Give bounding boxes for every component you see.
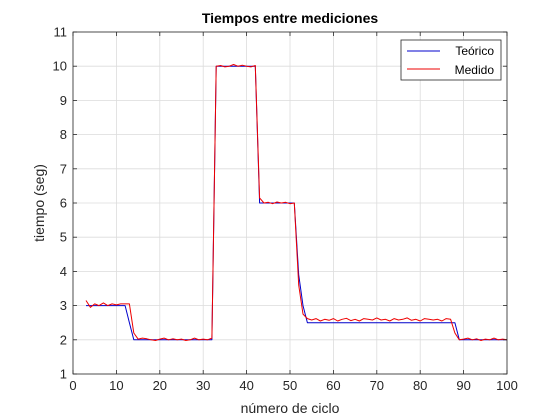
y-axis-label: tiempo (seg) (31, 164, 47, 242)
x-tick-label: 50 (283, 378, 297, 393)
y-tick-label: 3 (60, 298, 67, 313)
y-tick-label: 7 (60, 161, 67, 176)
x-tick-label: 10 (109, 378, 123, 393)
x-tick-label: 90 (456, 378, 470, 393)
y-tick-label: 4 (60, 264, 67, 279)
x-tick-label: 0 (69, 378, 76, 393)
x-tick-label: 80 (413, 378, 427, 393)
x-tick-label: 60 (326, 378, 340, 393)
y-tick-label: 2 (60, 332, 67, 347)
legend-label-teorico: Teórico (455, 44, 494, 58)
y-tick-label: 6 (60, 196, 67, 211)
ticks (72, 31, 508, 375)
legend-box (400, 39, 502, 81)
x-tick-label: 40 (239, 378, 253, 393)
y-tick-label: 10 (53, 59, 67, 74)
chart-title: Tiempos entre mediciones (202, 10, 379, 26)
legend: Teórico Medido (400, 39, 502, 81)
x-tick-label: 30 (196, 378, 210, 393)
y-tick-label: 1 (60, 367, 67, 382)
x-axis-label: número de ciclo (241, 400, 340, 416)
x-tick-label: 100 (496, 378, 518, 393)
x-tick-label: 20 (153, 378, 167, 393)
series-line-medido (85, 64, 508, 341)
legend-label-medido: Medido (455, 63, 495, 77)
series-layer (85, 64, 508, 341)
y-tick-label: 8 (60, 127, 67, 142)
x-tick-label: 70 (370, 378, 384, 393)
y-tick-label: 5 (60, 230, 67, 245)
tick-labels: 0 10 20 30 40 50 60 70 80 90 100 1 2 3 4 5 6 7 8 9 10 11 (53, 25, 518, 394)
y-tick-label: 9 (60, 93, 67, 108)
y-tick-label: 11 (54, 25, 68, 40)
series-line-teorico (86, 65, 507, 341)
